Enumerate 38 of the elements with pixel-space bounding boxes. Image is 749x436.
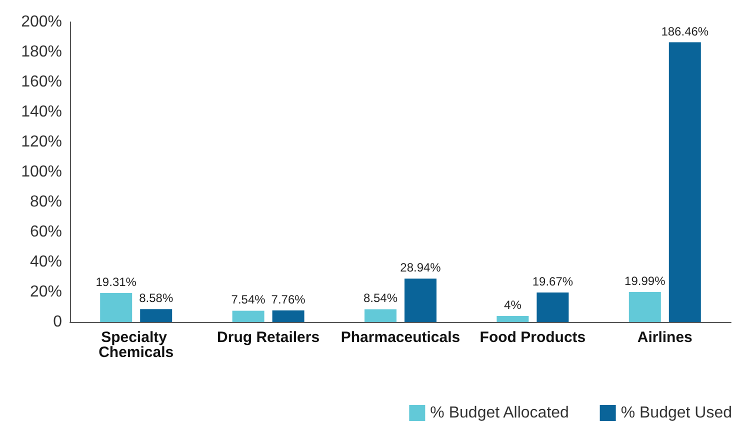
data-label: 19.67% bbox=[532, 274, 574, 288]
y-tick-label: 160% bbox=[21, 74, 62, 90]
data-label: 28.94% bbox=[400, 260, 442, 275]
y-tick-label: 80% bbox=[30, 194, 62, 210]
data-label: 19.99% bbox=[624, 274, 666, 288]
data-label: 8.58% bbox=[139, 291, 174, 306]
y-tick-label: 100% bbox=[21, 164, 62, 180]
data-label: 186.46% bbox=[661, 24, 709, 38]
data-label: 7.76% bbox=[271, 292, 306, 306]
y-tick-label: 0 bbox=[53, 314, 62, 330]
x-tick-label: Food Products bbox=[480, 329, 586, 346]
bar bbox=[100, 293, 132, 322]
bar bbox=[628, 292, 661, 322]
y-tick-label: 180% bbox=[21, 44, 62, 60]
bar bbox=[668, 42, 701, 322]
data-label: 19.31% bbox=[96, 275, 137, 290]
y-tick-label: 200% bbox=[21, 14, 62, 30]
y-tick-label: 140% bbox=[21, 104, 62, 120]
x-tick-label: Specialty Chemicals bbox=[98, 329, 174, 361]
bar bbox=[404, 278, 436, 322]
y-tick-label: 60% bbox=[30, 224, 62, 240]
bar bbox=[140, 309, 172, 322]
bar bbox=[536, 292, 569, 322]
data-label: 7.54% bbox=[231, 292, 266, 307]
x-tick-label: Pharmaceuticals bbox=[340, 329, 460, 346]
y-tick-label: 120% bbox=[21, 134, 62, 150]
data-label: 8.54% bbox=[363, 291, 398, 306]
legend-label: % Budget Used bbox=[620, 404, 732, 422]
x-tick-label: Airlines bbox=[637, 329, 692, 346]
bar bbox=[232, 310, 264, 322]
bar bbox=[272, 310, 304, 322]
legend-label: % Budget Allocated bbox=[430, 404, 569, 422]
y-tick-label: 40% bbox=[30, 254, 62, 270]
x-tick-label: Drug Retailers bbox=[217, 329, 320, 346]
data-label: 4% bbox=[504, 298, 522, 312]
y-tick-label: 20% bbox=[30, 284, 62, 300]
bar bbox=[364, 309, 396, 322]
bar bbox=[496, 316, 529, 322]
